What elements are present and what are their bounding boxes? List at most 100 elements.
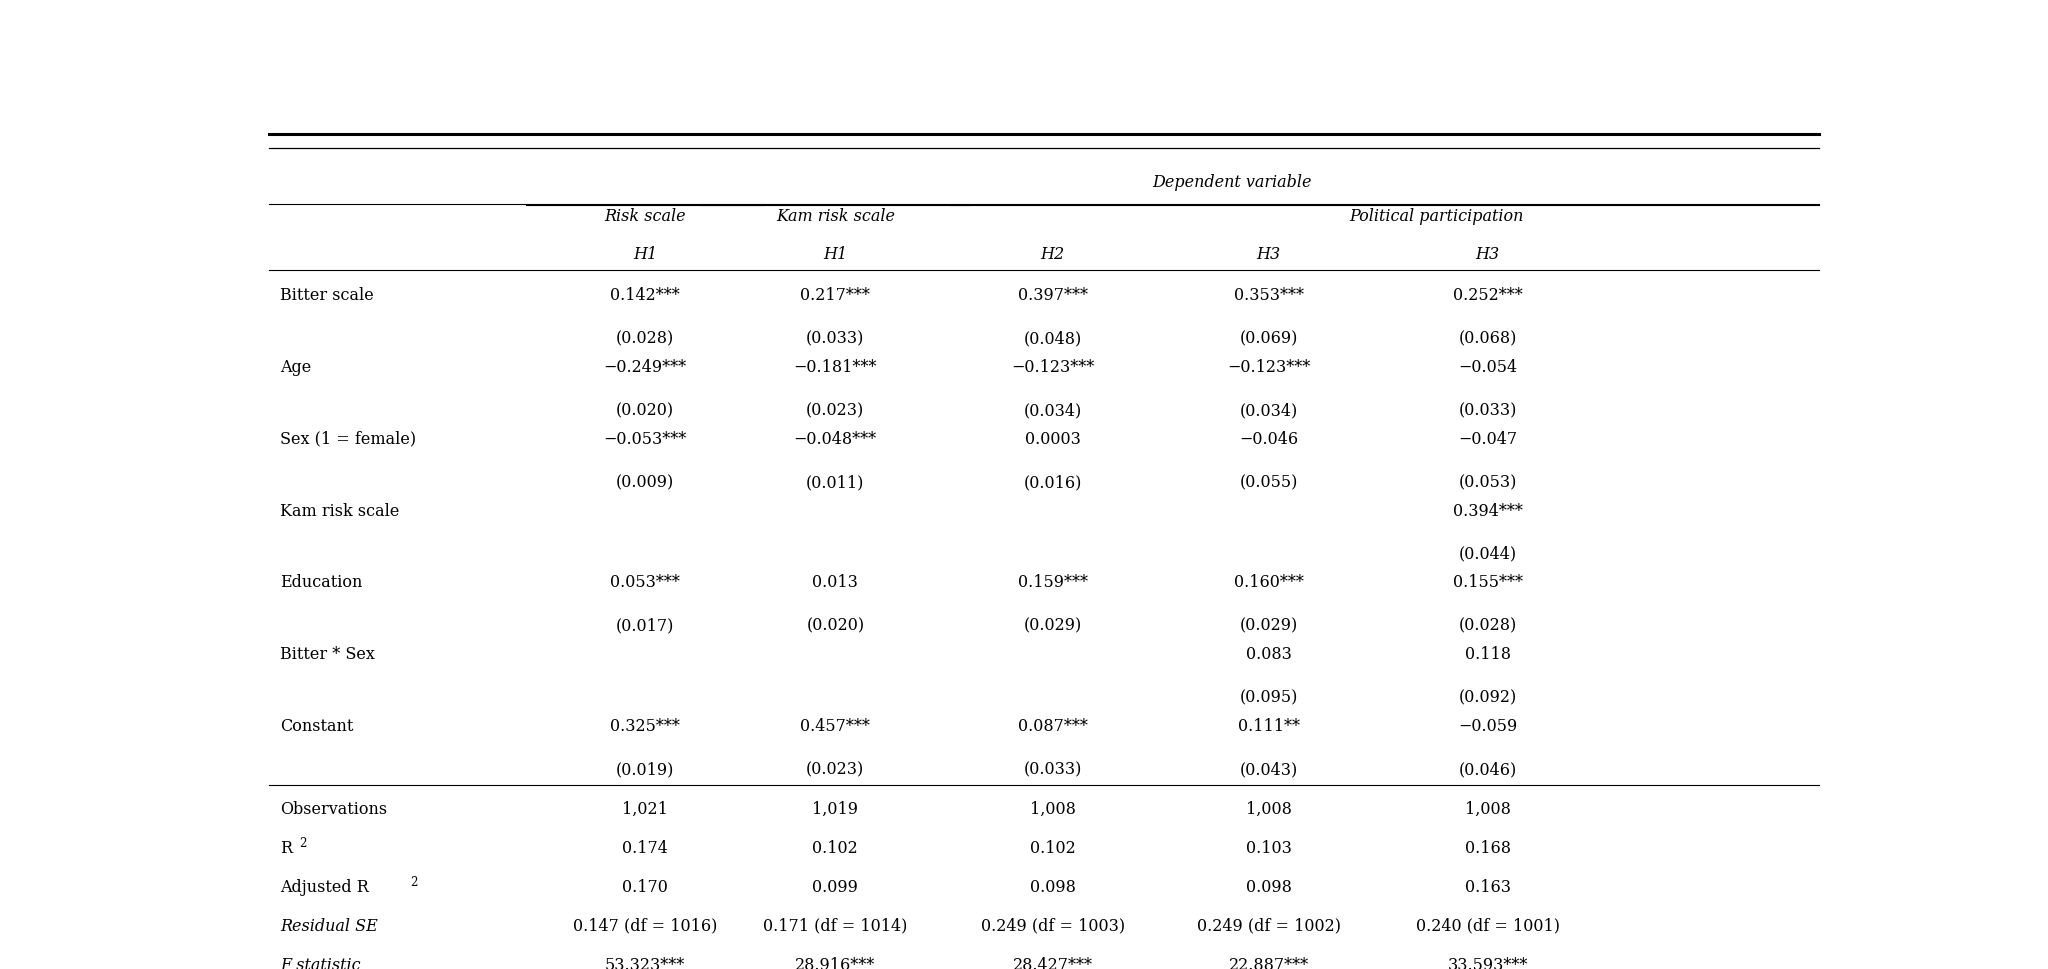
Text: (0.092): (0.092)	[1458, 689, 1518, 705]
Text: 33.593***: 33.593***	[1448, 955, 1528, 969]
Text: 1,021: 1,021	[623, 800, 668, 818]
Text: (0.033): (0.033)	[1458, 402, 1518, 419]
Text: Dependent variable: Dependent variable	[1153, 173, 1313, 191]
Text: 0.102: 0.102	[1030, 839, 1075, 857]
Text: (0.069): (0.069)	[1239, 330, 1298, 348]
Text: (0.043): (0.043)	[1239, 761, 1298, 777]
Text: −0.053***: −0.053***	[604, 430, 686, 448]
Text: 0.394***: 0.394***	[1452, 502, 1522, 519]
Text: H1: H1	[633, 246, 657, 263]
Text: (0.048): (0.048)	[1024, 330, 1081, 348]
Text: −0.046: −0.046	[1239, 430, 1298, 448]
Text: Education: Education	[281, 574, 362, 591]
Text: 0.013: 0.013	[813, 574, 858, 591]
Text: (0.068): (0.068)	[1458, 330, 1518, 348]
Text: 0.170: 0.170	[623, 878, 668, 895]
Text: 1,019: 1,019	[813, 800, 858, 818]
Text: (0.046): (0.046)	[1458, 761, 1518, 777]
Text: Kam risk scale: Kam risk scale	[281, 502, 399, 519]
Text: 0.087***: 0.087***	[1018, 717, 1087, 734]
Text: (0.029): (0.029)	[1024, 617, 1081, 634]
Text: 0.163: 0.163	[1464, 878, 1511, 895]
Text: 0.168: 0.168	[1464, 839, 1511, 857]
Text: 53.323***: 53.323***	[604, 955, 684, 969]
Text: (0.019): (0.019)	[616, 761, 674, 777]
Text: 0.111**: 0.111**	[1237, 717, 1300, 734]
Text: 0.252***: 0.252***	[1452, 287, 1522, 304]
Text: 22.887***: 22.887***	[1229, 955, 1309, 969]
Text: −0.047: −0.047	[1458, 430, 1518, 448]
Text: (0.028): (0.028)	[616, 330, 674, 348]
Text: (0.011): (0.011)	[807, 474, 864, 490]
Text: −0.181***: −0.181***	[795, 359, 877, 376]
Text: Age: Age	[281, 359, 311, 376]
Text: 0.0003: 0.0003	[1024, 430, 1081, 448]
Text: −0.249***: −0.249***	[604, 359, 686, 376]
Text: 0.118: 0.118	[1464, 645, 1511, 662]
Text: 0.083: 0.083	[1245, 645, 1292, 662]
Text: 0.249 (df = 1002): 0.249 (df = 1002)	[1196, 917, 1341, 934]
Text: Adjusted R: Adjusted R	[281, 878, 369, 895]
Text: H3: H3	[1257, 246, 1280, 263]
Text: 2: 2	[410, 875, 418, 888]
Text: 28.916***: 28.916***	[795, 955, 874, 969]
Text: 0.147 (df = 1016): 0.147 (df = 1016)	[573, 917, 717, 934]
Text: (0.023): (0.023)	[807, 761, 864, 777]
Text: −0.054: −0.054	[1458, 359, 1518, 376]
Text: Constant: Constant	[281, 717, 352, 734]
Text: 2: 2	[299, 836, 307, 849]
Text: (0.095): (0.095)	[1239, 689, 1298, 705]
Text: Kam risk scale: Kam risk scale	[776, 208, 895, 225]
Text: 28.427***: 28.427***	[1014, 955, 1094, 969]
Text: F statistic: F statistic	[281, 955, 360, 969]
Text: (0.044): (0.044)	[1458, 546, 1518, 562]
Text: 1,008: 1,008	[1030, 800, 1075, 818]
Text: (0.034): (0.034)	[1024, 402, 1081, 419]
Text: Bitter * Sex: Bitter * Sex	[281, 645, 375, 662]
Text: Risk scale: Risk scale	[604, 208, 686, 225]
Text: (0.023): (0.023)	[807, 402, 864, 419]
Text: 1,008: 1,008	[1464, 800, 1511, 818]
Text: (0.017): (0.017)	[616, 617, 674, 634]
Text: 0.102: 0.102	[813, 839, 858, 857]
Text: H1: H1	[823, 246, 848, 263]
Text: −0.123***: −0.123***	[1227, 359, 1311, 376]
Text: 0.171 (df = 1014): 0.171 (df = 1014)	[764, 917, 907, 934]
Text: Bitter scale: Bitter scale	[281, 287, 373, 304]
Text: 0.457***: 0.457***	[801, 717, 870, 734]
Text: (0.016): (0.016)	[1024, 474, 1081, 490]
Text: 0.353***: 0.353***	[1233, 287, 1305, 304]
Text: 0.397***: 0.397***	[1018, 287, 1087, 304]
Text: −0.048***: −0.048***	[795, 430, 877, 448]
Text: (0.009): (0.009)	[616, 474, 674, 490]
Text: 1,008: 1,008	[1245, 800, 1292, 818]
Text: 0.174: 0.174	[623, 839, 668, 857]
Text: 0.217***: 0.217***	[801, 287, 870, 304]
Text: 0.103: 0.103	[1245, 839, 1292, 857]
Text: (0.053): (0.053)	[1458, 474, 1518, 490]
Text: 0.098: 0.098	[1245, 878, 1292, 895]
Text: H3: H3	[1477, 246, 1499, 263]
Text: (0.029): (0.029)	[1239, 617, 1298, 634]
Text: −0.059: −0.059	[1458, 717, 1518, 734]
Text: (0.020): (0.020)	[807, 617, 864, 634]
Text: (0.055): (0.055)	[1239, 474, 1298, 490]
Text: 0.249 (df = 1003): 0.249 (df = 1003)	[981, 917, 1124, 934]
Text: Observations: Observations	[281, 800, 387, 818]
Text: H2: H2	[1040, 246, 1065, 263]
Text: 0.240 (df = 1001): 0.240 (df = 1001)	[1415, 917, 1561, 934]
Text: Sex (1 = female): Sex (1 = female)	[281, 430, 416, 448]
Text: Political participation: Political participation	[1350, 208, 1524, 225]
Text: 0.155***: 0.155***	[1452, 574, 1522, 591]
Text: 0.098: 0.098	[1030, 878, 1075, 895]
Text: 0.142***: 0.142***	[610, 287, 680, 304]
Text: −0.123***: −0.123***	[1012, 359, 1094, 376]
Text: R: R	[281, 839, 293, 857]
Text: 0.325***: 0.325***	[610, 717, 680, 734]
Text: 0.053***: 0.053***	[610, 574, 680, 591]
Text: 0.099: 0.099	[813, 878, 858, 895]
Text: (0.033): (0.033)	[807, 330, 864, 348]
Text: 0.159***: 0.159***	[1018, 574, 1087, 591]
Text: Residual SE: Residual SE	[281, 917, 377, 934]
Text: (0.034): (0.034)	[1239, 402, 1298, 419]
